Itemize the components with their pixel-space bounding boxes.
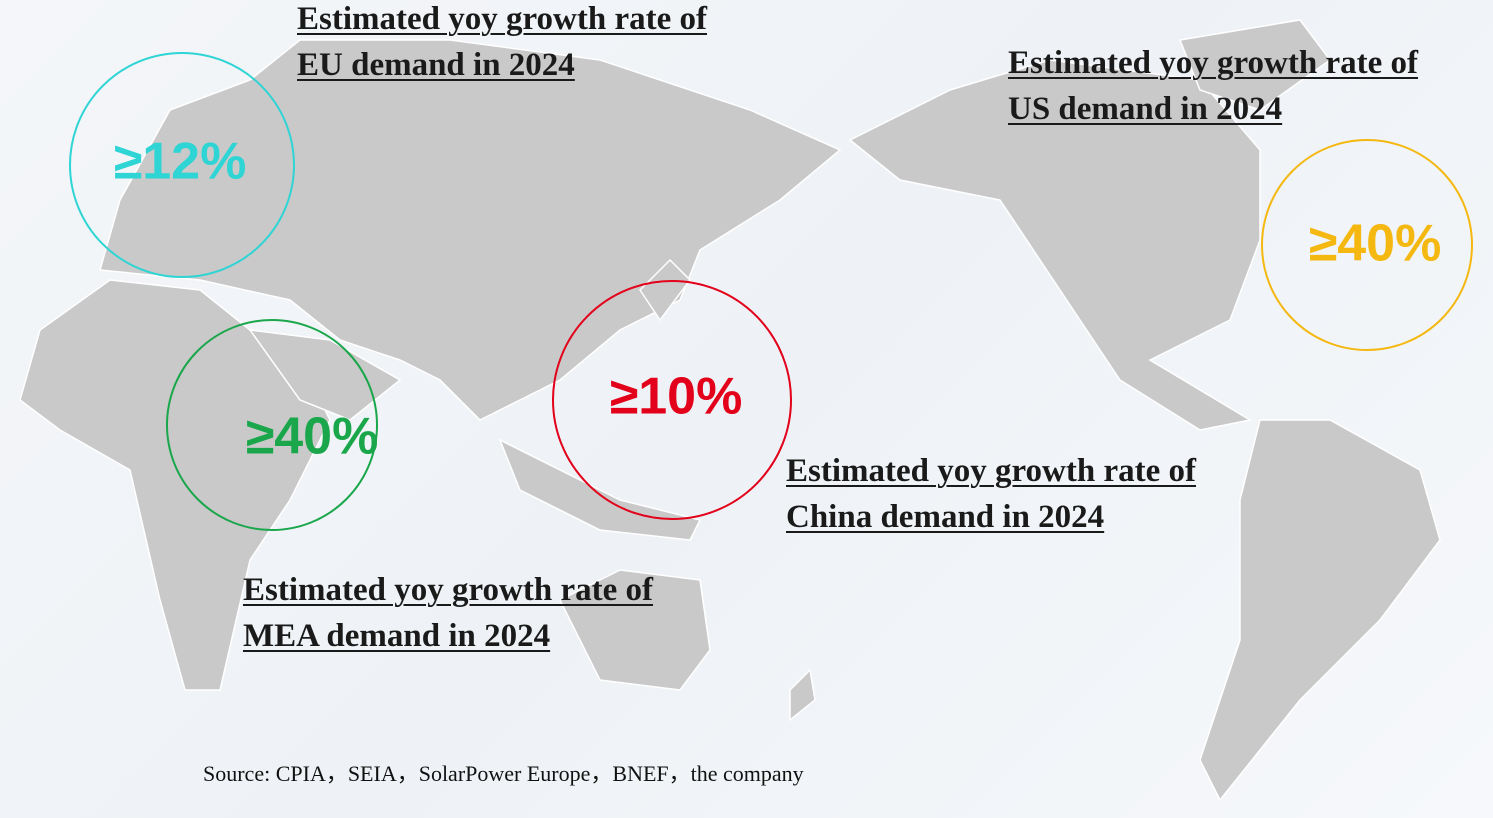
- australia: [558, 569, 711, 691]
- us-circle: [1261, 139, 1473, 351]
- eurasia: [99, 39, 842, 421]
- africa: [19, 279, 331, 691]
- eu-label: Estimated yoy growth rate of EU demand i…: [297, 0, 707, 88]
- label-line: MEA demand in 2024: [243, 618, 551, 654]
- region-circles: ≥12% ≥40% ≥10% ≥40%: [69, 52, 1473, 531]
- japan: [639, 258, 691, 322]
- label-line: China demand in 2024: [786, 499, 1105, 535]
- china-label: Estimated yoy growth rate of China deman…: [786, 448, 1196, 540]
- north-america: [848, 59, 1261, 431]
- label-line: US demand in 2024: [1008, 91, 1283, 127]
- source-note: Source: CPIA，SEIA，SolarPower Europe，BNEF…: [203, 761, 804, 786]
- mea-label: Estimated yoy growth rate of MEA demand …: [243, 567, 653, 659]
- se-asia-islands: [498, 438, 702, 541]
- mea-circle: [166, 319, 378, 531]
- label-line: EU demand in 2024: [297, 47, 575, 83]
- eu-value: ≥12%: [114, 133, 247, 191]
- label-line: Estimated yoy growth rate of: [1008, 45, 1418, 81]
- china-value: ≥10%: [610, 368, 743, 426]
- new-zealand: [789, 668, 816, 722]
- label-line: Estimated yoy growth rate of: [297, 1, 707, 37]
- us-value: ≥40%: [1309, 215, 1442, 273]
- label-line: Estimated yoy growth rate of: [786, 453, 1196, 489]
- continents: [19, 19, 1441, 802]
- eu-circle: [69, 52, 295, 278]
- greenland: [1178, 19, 1332, 111]
- china-circle: [552, 280, 792, 520]
- us-label: Estimated yoy growth rate of US demand i…: [1008, 40, 1418, 132]
- mea-value: ≥40%: [246, 408, 379, 466]
- label-line: Estimated yoy growth rate of: [243, 572, 653, 608]
- south-america: [1199, 419, 1441, 802]
